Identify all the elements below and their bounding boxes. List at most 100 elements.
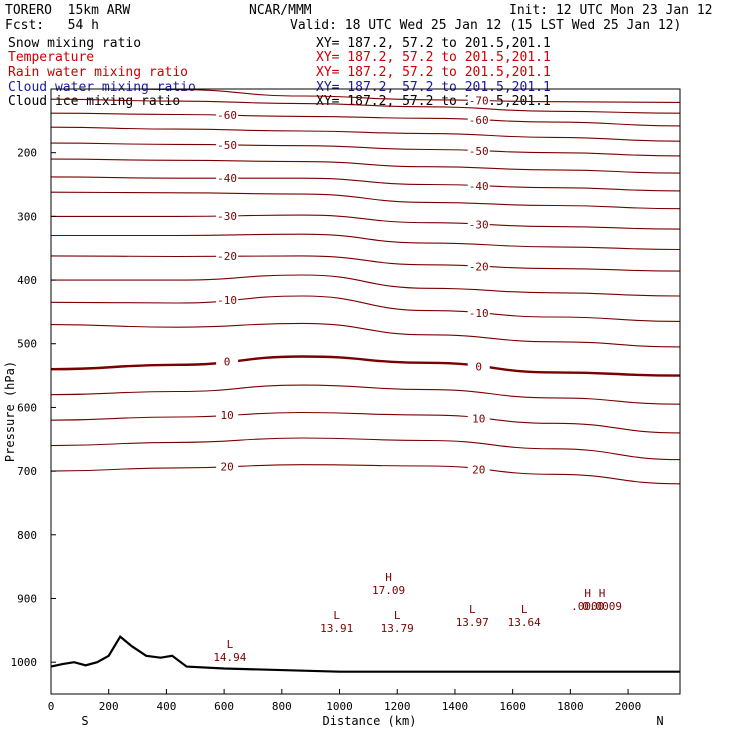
terrain-line: [50, 635, 680, 673]
extremum-value: 14.94: [213, 651, 246, 664]
isotherm-line: [51, 158, 680, 174]
extremum-value: 13.79: [381, 622, 414, 635]
x-tick-label: 200: [99, 700, 119, 713]
extremum-value: 13.91: [320, 622, 353, 635]
y-axis-title: Pressure (hPa): [3, 361, 17, 462]
isotherm-label-bg: [216, 294, 239, 307]
isotherm-line: [51, 214, 680, 230]
isotherm-label: -40: [469, 180, 489, 193]
isotherm-label-bg: [467, 260, 490, 273]
extremum-value: .0000: [571, 600, 604, 613]
x-tick-label: 1600: [499, 700, 526, 713]
terrain-layer: [50, 635, 680, 694]
legend-temperature-xy: XY= 187.2, 57.2 to 201.5,201.1: [316, 50, 551, 65]
contour-label-layer: -70 -60 -60 -50 -50 -40 -40 -30 -30 -20 -20 -10 -10 0…: [213, 94, 622, 664]
extremum-value: 13.64: [508, 616, 541, 629]
isotherm-line: [51, 437, 680, 461]
isotherm-line: [51, 411, 680, 434]
y-tick-label: 1000: [11, 656, 38, 669]
isotherm-label-bg: [467, 307, 490, 320]
isotherm-label: -20: [217, 250, 237, 263]
isotherm-line: [51, 98, 680, 114]
isotherm-label: -30: [217, 210, 237, 223]
extremum-marker: H: [584, 587, 591, 600]
isotherm-label-bg: [216, 172, 239, 185]
isotherm-line: [51, 176, 680, 192]
x-tick-label: 2000: [615, 700, 642, 713]
isotherm-label-bg: [467, 218, 490, 231]
isotherm-line: [51, 255, 680, 272]
terrain-fill: [51, 636, 680, 694]
isotherm-layer: [51, 89, 680, 485]
isotherm-label-bg: [467, 144, 490, 157]
extremum-marker: H: [599, 587, 606, 600]
plot-header: TORERO 15km ARW NCAR/MMM Init: 12 UTC Mo…: [0, 0, 740, 120]
isotherm-label-bg: [216, 209, 239, 222]
isotherm-label: 0: [224, 355, 231, 368]
isotherm-label-bg: [467, 179, 490, 192]
y-tick-label: 500: [17, 338, 37, 351]
legend-temperature: Temperature: [8, 50, 95, 65]
y-tick-label: 200: [17, 147, 37, 160]
isotherm-label: -50: [217, 139, 237, 152]
isotherm-line: [51, 295, 680, 322]
legend-snow-xy: XY= 187.2, 57.2 to 201.5,201.1: [316, 36, 551, 51]
isotherm-line: [51, 464, 680, 485]
legend-rain: Rain water mixing ratio: [8, 65, 189, 80]
isotherm-line: [51, 384, 680, 405]
extremum-marker: L: [394, 609, 401, 622]
isotherm-label-bg: [467, 113, 490, 126]
valid-time: Valid: 18 UTC Wed 25 Jan 12 (15 LST Wed …: [290, 18, 682, 33]
plot-frame: [50, 88, 681, 695]
y-tick-label: 600: [17, 401, 37, 414]
isotherm-label-bg: [216, 460, 239, 473]
isotherm-label-bg: [467, 94, 490, 107]
isotherm-label-bg: [216, 250, 239, 263]
isotherm-label: -70: [469, 95, 489, 108]
isotherm-label-bg: [216, 409, 239, 422]
isotherm-line: [51, 355, 680, 377]
extremum-marker: H: [385, 571, 392, 584]
isotherm-line: [51, 233, 680, 251]
center-label: NCAR/MMM: [249, 3, 312, 18]
extremum-value: 17.09: [372, 584, 405, 597]
forecast-hour: Fcst: 54 h: [5, 18, 99, 33]
isotherm-label-bg: [216, 138, 239, 151]
isotherm-label-bg: [467, 463, 490, 476]
init-time: Init: 12 UTC Mon 23 Jan 12: [509, 3, 713, 18]
isotherm-label-bg: [467, 412, 490, 425]
axis-layer: 0 200 400 600 800 1000 1200 1400 1600 1800 2000200…: [3, 147, 664, 728]
y-tick-label: 900: [17, 592, 37, 605]
x-tick-label: 600: [214, 700, 234, 713]
x-tick-label: 1800: [557, 700, 584, 713]
x-end-label-south: S: [81, 714, 88, 728]
x-tick-label: 1400: [442, 700, 469, 713]
isotherm-line: [51, 191, 680, 210]
isotherm-label: 0: [475, 361, 482, 374]
y-tick-label: 700: [17, 465, 37, 478]
extremum-marker: L: [521, 603, 528, 616]
isotherm-label: -10: [469, 307, 489, 320]
x-end-label-north: N: [656, 714, 663, 728]
legend-rain-xy: XY= 187.2, 57.2 to 201.5,201.1: [316, 65, 551, 80]
legend-cloud-water: Cloud water mixing ratio: [8, 80, 196, 95]
isotherm-label-bg: [216, 109, 239, 122]
extremum-marker: L: [227, 638, 234, 651]
x-tick-label: 800: [272, 700, 292, 713]
isotherm-label: -20: [469, 260, 489, 273]
isotherm-label: -60: [217, 109, 237, 122]
isotherm-line: [51, 274, 680, 297]
isotherm-label: 10: [220, 409, 233, 422]
isotherm-label-bg: [216, 355, 239, 368]
isotherm-line: [51, 112, 680, 127]
isotherm-label-bg: [467, 360, 490, 373]
y-tick-label: 400: [17, 274, 37, 287]
isotherm-line: [51, 142, 680, 157]
isotherm-label: 20: [472, 463, 485, 476]
isotherm-label: 10: [472, 412, 485, 425]
isotherm-label: -10: [217, 294, 237, 307]
x-tick-label: 1200: [384, 700, 411, 713]
x-tick-label: 400: [156, 700, 176, 713]
extremum-marker: L: [333, 609, 340, 622]
